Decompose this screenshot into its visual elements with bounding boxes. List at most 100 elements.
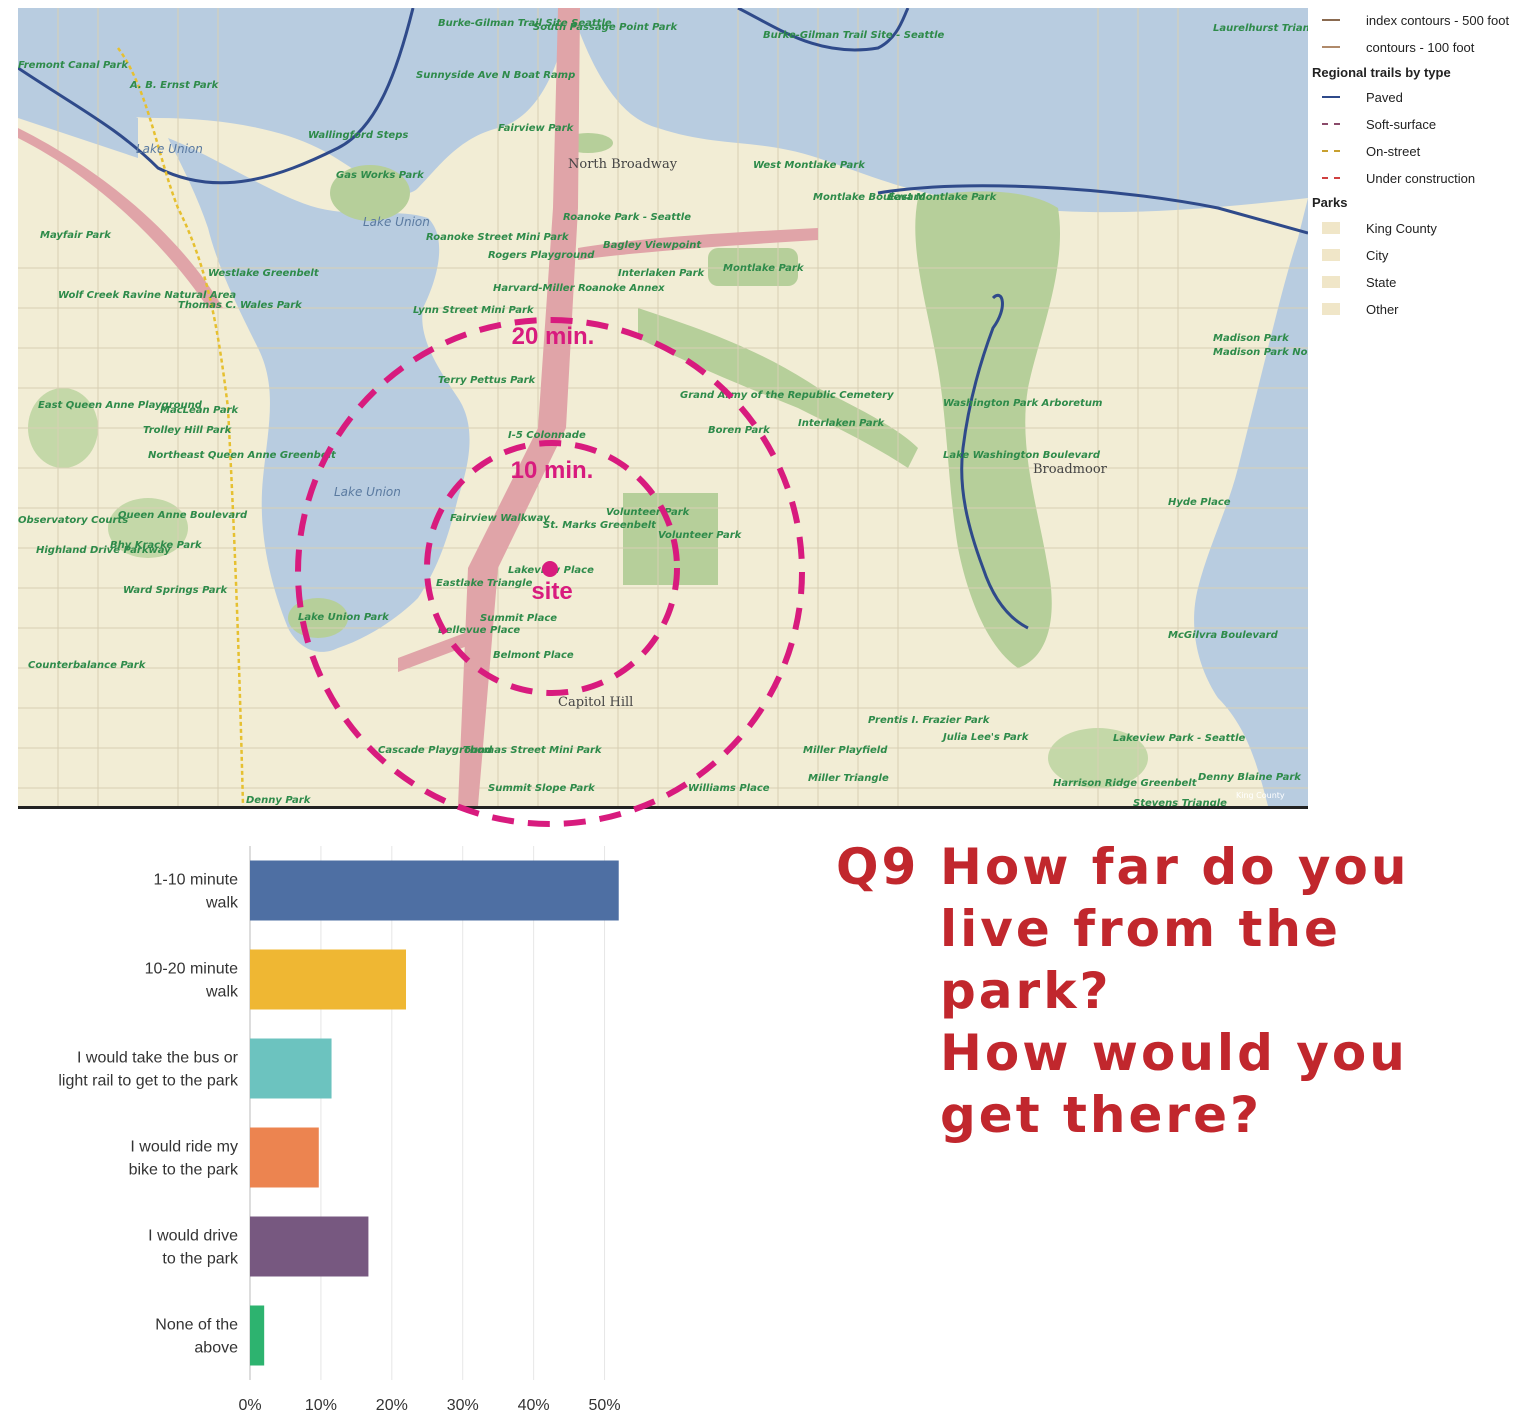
category-label: 1-10 minute walk — [154, 872, 239, 912]
park-label: Lynn Street Mini Park — [413, 305, 535, 316]
park-label: Wolf Creek Ravine Natural Area — [58, 290, 236, 301]
category-label: None of the above — [155, 1317, 238, 1357]
x-tick-label: 10% — [305, 1397, 337, 1412]
neighborhood-label: Broadmoor — [1033, 462, 1108, 477]
park-label: Fairview Walkway — [450, 513, 550, 524]
park-label: East Queen Anne Playground — [38, 400, 203, 411]
park-label: MacLean Park — [160, 405, 239, 416]
map-credit: King County — [1236, 791, 1285, 800]
bar — [250, 1127, 319, 1188]
legend-swatch-icon — [1322, 276, 1340, 288]
ring-10-label: 10 min. — [511, 457, 594, 484]
category-label: I would take the bus or light rail to get… — [58, 1050, 239, 1090]
legend-item: contours - 100 foot — [1318, 37, 1474, 57]
park-label: Fremont Canal Park — [18, 60, 129, 71]
park-label: East Montlake Park — [888, 192, 998, 203]
legend-swatch-icon — [1322, 303, 1340, 315]
park-label: Madison Park — [1213, 333, 1290, 344]
park-label: Burke-Gilman Trail Site - Seattle — [763, 30, 944, 41]
park-label: Interlaken Park — [798, 418, 886, 429]
ring-20-label: 20 min. — [512, 323, 595, 350]
reference-map: North Broadway Capitol Hill Broadmoor Ma… — [18, 8, 1308, 809]
park-label: Laurelhurst Triangle — [1213, 23, 1308, 34]
park-label: Gas Works Park — [336, 170, 425, 181]
legend-heading: Regional trails by type — [1312, 65, 1451, 80]
legend-label: State — [1366, 274, 1397, 290]
park-label: I-5 Colonnade — [508, 430, 586, 441]
park-label: Burke-Gilman Trail Site Seattle — [438, 18, 612, 29]
park-label: Mayfair Park — [40, 230, 112, 241]
legend-label: Other — [1366, 301, 1399, 317]
park-label: Williams Place — [688, 783, 770, 794]
legend-item: City — [1318, 245, 1388, 265]
park-label: Miller Playfield — [803, 745, 888, 756]
park-label: Ward Springs Park — [123, 585, 228, 596]
chart-category-labels: 1-10 minute walk 10-20 minute walk I would t… — [58, 872, 239, 1357]
bar — [250, 860, 619, 921]
chart-grid — [249, 846, 606, 1380]
park-label: Stevens Triangle — [1133, 798, 1227, 806]
question-number: Q9 — [836, 838, 920, 896]
park-label: Terry Pettus Park — [438, 375, 537, 386]
map-legend: index contours - 500 foot contours - 100… — [1308, 8, 1534, 338]
park-label: Lake Washington Boulevard — [943, 450, 1101, 461]
park-label: Eastlake Triangle — [436, 578, 533, 589]
legend-item: Other — [1318, 299, 1399, 319]
park-label: Montlake Park — [723, 263, 805, 274]
category-label: 10-20 minute walk — [145, 961, 239, 1001]
x-tick-label: 20% — [376, 1397, 408, 1412]
bar — [250, 1038, 332, 1099]
park-label: Cascade Playground — [378, 745, 493, 756]
park-label: St. Marks Greenbelt — [543, 520, 657, 531]
lake-label: Lake Union — [334, 485, 401, 499]
legend-label: index contours - 500 foot — [1366, 12, 1510, 28]
legend-item: index contours - 500 foot — [1318, 10, 1509, 30]
park-label: Miller Triangle — [808, 773, 889, 784]
site-marker — [542, 561, 558, 577]
legend-line-icon — [1322, 96, 1340, 98]
park-label: Thomas Street Mini Park — [463, 745, 603, 756]
park-label: Harrison Ridge Greenbelt — [1053, 778, 1198, 789]
bar — [250, 949, 406, 1010]
park-label: Queen Anne Boulevard — [118, 510, 248, 521]
category-label: I would drive to the park — [148, 1228, 239, 1268]
park-label: Hyde Place — [1168, 497, 1231, 508]
walk-radius-overlay: 20 min. 10 min. site — [295, 317, 805, 827]
park-label: Rogers Playground — [488, 250, 595, 261]
bar — [250, 1305, 265, 1366]
legend-swatch-icon — [1322, 249, 1340, 261]
park-label: Sunnyside Ave N Boat Ramp — [416, 70, 575, 81]
question-line-2: How would you get there? — [940, 1024, 1408, 1144]
park-label: Observatory Courts — [18, 515, 128, 526]
park-label: West Montlake Park — [753, 160, 866, 171]
park-label: Harvard-Miller Roanoke Annex — [493, 283, 665, 294]
park-label: Summit Place — [480, 613, 557, 624]
park-label: Lake Union Park — [298, 612, 390, 623]
park-label: Roanoke Street Mini Park — [426, 232, 570, 243]
legend-label: City — [1366, 247, 1389, 263]
neighborhood-label: Capitol Hill — [558, 695, 633, 710]
legend-label: Paved — [1366, 89, 1403, 105]
park-label: Montlake Boulevard — [813, 192, 926, 203]
bar — [250, 1216, 369, 1277]
park-label: Denny Park — [246, 795, 312, 806]
park-label: Belmont Place — [493, 650, 574, 661]
park-label: Denny Blaine Park — [1198, 772, 1302, 783]
park-label: Fairview Park — [498, 123, 575, 134]
legend-swatch-icon — [1322, 222, 1340, 234]
park-label: Summit Slope Park — [488, 783, 596, 794]
park-label: Interlaken Park — [618, 268, 706, 279]
question-line-1: How far do you live from the park? — [940, 838, 1410, 1020]
park-label: Volunteer Park — [658, 530, 743, 541]
legend-item: State — [1318, 272, 1396, 292]
park-label: Madison Park North Beach — [1213, 347, 1308, 358]
legend-label: King County — [1366, 220, 1437, 236]
park-label: Bagley Viewpoint — [603, 240, 702, 251]
park-label: Julia Lee's Park — [941, 732, 1030, 743]
ring-20-min — [295, 317, 805, 827]
legend-label: contours - 100 foot — [1366, 39, 1475, 55]
park-label: A. B. Ernst Park — [129, 80, 220, 91]
x-tick-label: 50% — [589, 1397, 621, 1412]
park-label: McGilvra Boulevard — [1168, 630, 1279, 641]
park-label: South Passage Point Park — [533, 22, 678, 33]
